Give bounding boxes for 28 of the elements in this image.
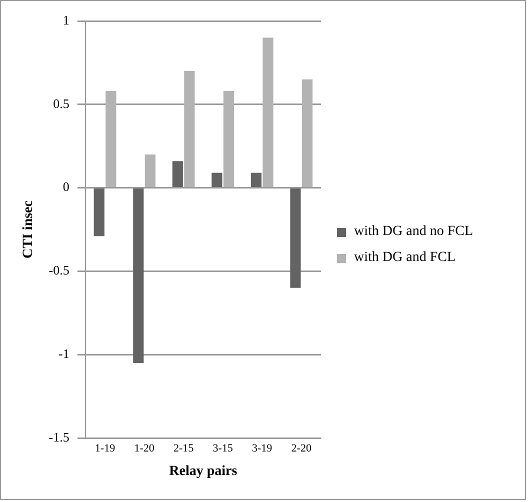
- bar: [223, 91, 234, 188]
- legend-label: with DG and no FCL: [354, 224, 473, 240]
- bar: [250, 172, 262, 188]
- y-axis-title: CTI insec: [21, 200, 36, 258]
- x-tick-label: 3-15: [212, 442, 234, 454]
- bar: [106, 91, 116, 188]
- y-tick-label: 0.5: [53, 96, 70, 111]
- bar: [302, 79, 313, 188]
- x-tick-label: 3-19: [252, 442, 273, 454]
- bar: [290, 188, 301, 288]
- bar: [144, 154, 156, 188]
- bar: [94, 188, 104, 236]
- bar: [262, 38, 274, 188]
- legend-label: with DG and FCL: [354, 250, 456, 266]
- bar: [184, 71, 195, 188]
- x-axis-title: Relay pairs: [169, 464, 238, 480]
- bar: [133, 188, 144, 363]
- y-tick-label: 1: [62, 12, 70, 28]
- x-tick-label: 1-20: [134, 442, 155, 454]
- y-tick-label: -1.5: [48, 429, 70, 444]
- bar: [212, 172, 222, 188]
- y-tick-label: -0.5: [48, 262, 70, 278]
- x-tick-label: 1-19: [94, 442, 116, 454]
- x-tick-label: 2-20: [291, 442, 312, 454]
- y-tick-label: -1: [58, 346, 70, 362]
- y-tick-label: 0: [62, 179, 70, 194]
- bar: [172, 161, 183, 188]
- x-tick-label: 2-15: [173, 442, 194, 454]
